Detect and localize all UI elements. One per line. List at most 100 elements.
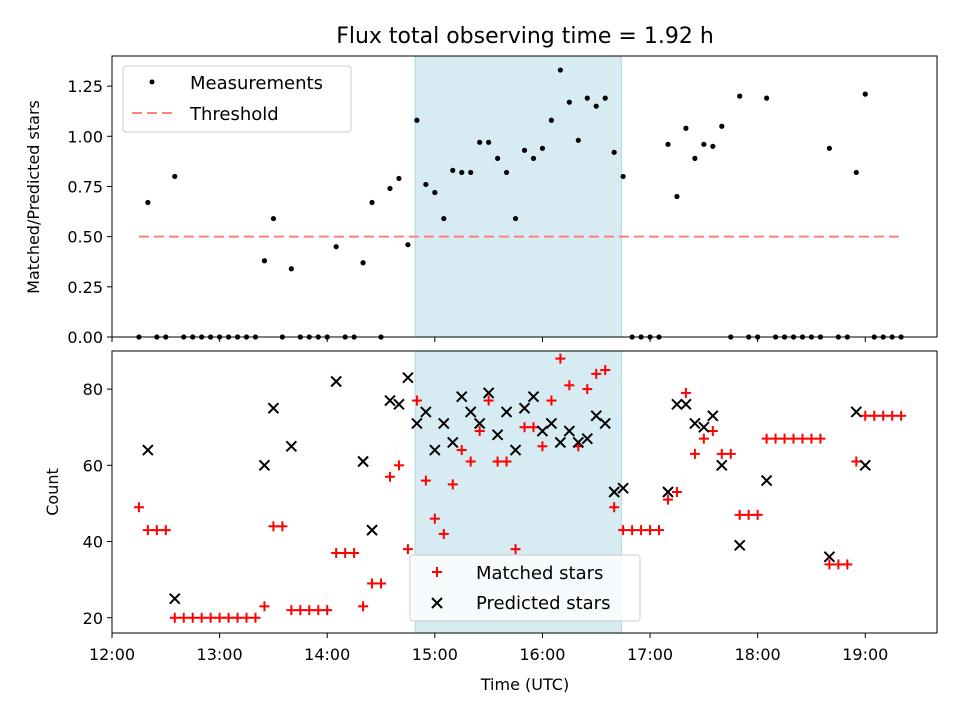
matched-star-point [582,384,593,395]
matched-star-point [600,365,611,376]
matched-star-point [609,502,620,513]
matched-star-point [528,422,539,433]
measurement-point [477,139,483,145]
matched-star-point [815,433,826,444]
predicted-star-point [599,417,611,430]
matched-star-point [223,612,234,623]
measurement-point [826,145,832,151]
measurement-point [432,189,438,196]
matched-star-point [618,525,629,536]
top-x-axis [111,337,866,342]
matched-star-point [349,547,360,558]
matched-star-point [860,410,871,421]
measurement-point [270,215,277,222]
matched-star-point [788,433,799,444]
measurement-point [602,95,608,101]
predicted-star-point [859,459,871,472]
top-y-tick-label: 0.50 [67,228,103,247]
predicted-star-point [850,406,863,418]
measurement-point [503,169,510,176]
measurement-point [441,215,447,222]
matched-star-point [851,456,862,467]
matched-star-point [627,525,638,536]
matched-star-point [151,525,162,536]
predicted-star-point [671,398,683,411]
top-legend-box [122,65,352,133]
matched-star-point [725,448,736,459]
bottom-y-tick-label: 60 [83,456,103,475]
matched-star-point [250,612,261,623]
matched-star-point [707,426,718,437]
matched-star-point [393,460,404,471]
predicted-star-point [420,406,432,418]
matched-star-point [178,612,189,623]
predicted-star-point [258,459,271,472]
matched-star-point [367,578,378,589]
predicted-star-point [491,429,504,441]
bottom-x-tick-label: 19:00 [842,645,888,664]
matched-star-point [689,448,700,459]
predicted-star-point [680,398,692,411]
bottom-legend-box [409,554,641,622]
measurement-point [539,145,546,151]
measurement-point [557,67,563,73]
measurement-point [710,143,716,149]
predicted-star-point [554,436,567,449]
matched-star-point [438,528,449,539]
matched-star-point [510,544,521,555]
bottom-x-axis-label: Time (UTC) [480,675,569,694]
measurement-point [611,149,617,155]
top-y-axis: 0.00 0.25 0.50 0.75 1.00 1.25 [67,77,112,347]
matched-star-point [824,559,835,570]
predicted-star-point [545,417,558,430]
legend-measurements-label: Measurements [190,73,323,94]
matched-star-point [833,559,844,570]
matched-star-point [492,456,503,467]
predicted-star-point [473,417,486,430]
matched-star-point [456,445,467,456]
predicted-star-point [330,375,342,388]
measurement-point [764,95,770,101]
matched-star-point [743,509,754,520]
top-y-tick-label: 1.00 [67,127,103,146]
measurement-point [288,266,294,272]
legend-measurements-marker [149,79,155,85]
matched-star-point [322,605,333,616]
matched-star-point [591,368,602,379]
predicted-star-point [142,444,154,456]
matched-star-point [761,433,772,444]
matched-star-point [842,559,853,570]
bottom-plot-frame [111,350,938,634]
bottom-plot-marks [133,353,907,623]
measurement-point [486,139,492,145]
predicted-star-point [482,387,495,399]
matched-star-point [636,525,647,536]
matched-star-point [465,456,476,467]
matched-star-point [537,441,548,452]
matched-star-point [770,433,781,444]
bottom-x-tick-label: 12:00 [89,645,135,664]
measurement-point [414,117,420,123]
predicted-star-point [734,539,746,552]
matched-star-point [268,521,279,532]
predicted-star-point [527,391,540,403]
bottom-x-tick-label: 17:00 [627,645,673,664]
measurement-point [261,258,268,264]
matched-star-point [214,612,225,623]
legend-matched-label: Matched stars [476,563,603,584]
bottom-legend: Matched stars Predicted stars [409,554,641,622]
matched-star-point [313,605,324,616]
matched-star-point [358,601,369,612]
measurement-point [423,181,429,188]
predicted-star-point [169,592,181,605]
predicted-star-point [411,417,423,430]
measurement-point [665,141,671,147]
matched-star-point [797,433,808,444]
bottom-x-axis: 12:00 13:00 14:00 15:00 16:00 17:00 18:00 19:00 [89,633,888,664]
bottom-x-tick-label: 18:00 [735,645,781,664]
predicted-star-point [384,394,396,407]
matched-star-point [887,410,898,421]
top-plot-marks [136,67,904,340]
matched-star-point [196,612,207,623]
